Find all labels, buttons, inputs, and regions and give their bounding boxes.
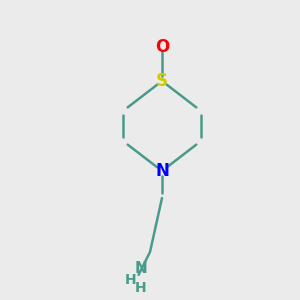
Text: H: H [135,281,147,295]
Text: O: O [155,38,169,56]
Text: S: S [156,72,168,90]
Text: N: N [135,261,147,276]
Text: H: H [125,274,136,287]
Text: N: N [155,162,169,180]
